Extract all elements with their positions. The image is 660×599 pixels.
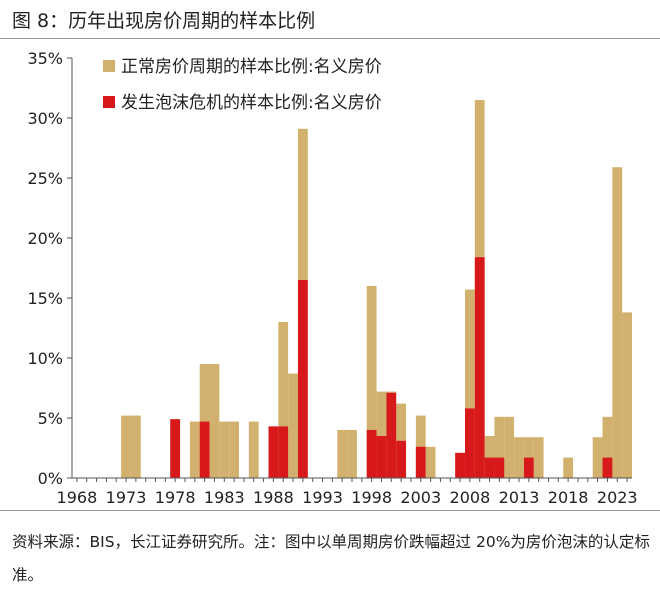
y-tick-label: 20% [27,229,63,248]
bar-normal-cycle [199,364,210,478]
bar-bubble-crisis [523,457,534,478]
x-tick-label: 1968 [57,488,98,507]
bar-normal-cycle [130,415,141,478]
x-tick-label: 1988 [253,488,294,507]
x-tick-label: 1983 [204,488,245,507]
bar-normal-cycle [484,436,495,478]
bar-normal-cycle [209,364,220,478]
y-tick-label: 10% [27,349,63,368]
bar-normal-cycle [121,415,131,478]
x-tick-label: 1978 [155,488,196,507]
bar-bubble-crisis [602,457,613,478]
x-tick-label: 2008 [450,488,491,507]
bar-normal-cycle [376,391,387,478]
bars-layer [121,100,632,479]
source-divider [0,510,660,511]
bar-normal-cycle [622,312,632,478]
bar-normal-cycle [514,437,524,478]
bar-normal-cycle [219,421,230,478]
bar-chart: 0% 5% 10% 15% 20% 25% 30% 35% 1968 1973 1978 1983 19… [0,40,660,510]
y-tick-label: 15% [27,289,63,308]
x-tick-label: 1973 [106,488,147,507]
bar-bubble-crisis [464,408,475,478]
bar-bubble-crisis [170,419,181,478]
bar-bubble-crisis [199,421,210,478]
bar-normal-cycle [278,322,289,478]
bar-bubble-crisis [474,257,485,478]
bar-normal-cycle [347,430,357,478]
bar-normal-cycle [464,289,475,478]
legend-label: 正常房价周期的样本比例:名义房价 [121,57,382,77]
bar-normal-cycle [229,421,240,478]
bar-normal-cycle [602,416,613,478]
bar-bubble-crisis [494,457,505,478]
bar-bubble-crisis [366,430,377,478]
x-tick-label: 2023 [597,488,638,507]
bar-bubble-crisis [386,392,397,478]
title-divider [0,38,660,39]
bar-bubble-crisis [297,280,308,478]
chart-svg: 0% 5% 10% 15% 20% 25% 30% 35% 1968 1973 1978 1983 19… [27,49,637,507]
bar-bubble-crisis [484,457,495,478]
bar-normal-cycle [494,416,505,478]
x-tick-label: 1993 [302,488,343,507]
bar-bubble-crisis [268,426,279,478]
y-tick-label: 35% [27,49,63,68]
bar-normal-cycle [563,457,574,478]
figure-title: 图 8：历年出现房价周期的样本比例 [12,10,316,32]
bar-bubble-crisis [455,452,465,478]
legend-swatch [103,96,115,108]
bar-bubble-crisis [376,436,387,478]
bar-bubble-crisis [278,426,289,478]
bar-normal-cycle [337,430,348,478]
bar-normal-cycle [189,421,200,478]
bar-normal-cycle [533,437,544,478]
bar-bubble-crisis [396,440,407,478]
y-tick-label: 5% [38,409,63,428]
source-note: 资料来源：BIS，长江证券研究所。注：图中以单周期房价跌幅超过 20%为房价泡沫… [12,533,650,584]
bar-bubble-crisis [415,446,426,478]
x-tick-label: 2018 [548,488,589,507]
bar-normal-cycle [366,286,377,478]
axis-layer: 0% 5% 10% 15% 20% 25% 30% 35% 1968 1973 1978 1983 19… [27,49,637,507]
bar-normal-cycle [288,373,298,478]
y-tick-label: 30% [27,109,63,128]
bar-normal-cycle [612,167,623,478]
x-tick-label: 1998 [351,488,392,507]
bar-normal-cycle [504,416,515,478]
bar-normal-cycle [425,446,436,478]
bar-normal-cycle [592,437,603,478]
bar-normal-cycle [248,421,259,478]
legend-swatch [103,60,115,72]
x-tick-label: 2013 [499,488,540,507]
x-tick-label: 2003 [400,488,441,507]
y-tick-label: 0% [38,469,63,488]
legend-label: 发生泡沫危机的样本比例:名义房价 [121,93,382,113]
y-tick-label: 25% [27,169,63,188]
